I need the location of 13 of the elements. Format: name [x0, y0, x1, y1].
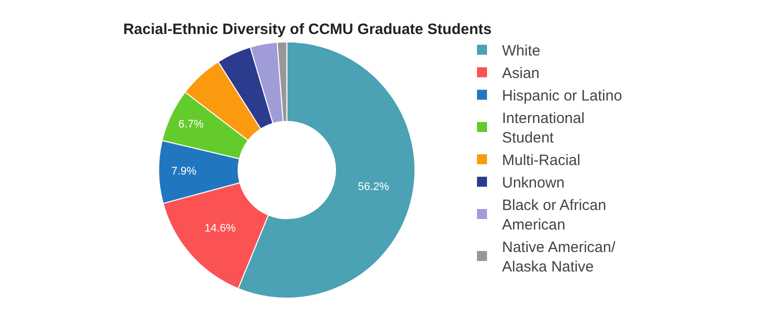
data-label: 7.9%	[171, 166, 197, 178]
data-label: 56.2%	[358, 181, 390, 194]
legend-label: Native American/Alaska Native	[502, 239, 616, 276]
legend-label: Unknown	[502, 174, 565, 192]
chart-title: Racial-Ethnic Diversity of CCMU Graduate Students	[123, 20, 492, 38]
data-label: 6.7%	[178, 118, 204, 131]
legend-label: Asian	[502, 65, 540, 82]
legend-label: White	[502, 42, 540, 60]
legend-label: Multi-Racial	[502, 152, 580, 170]
legend-label: International Student	[502, 110, 585, 147]
legend-label: Hispanic or Latino	[502, 88, 622, 105]
data-label: 14.6%	[204, 222, 236, 235]
legend-label: Black or African American	[502, 197, 606, 234]
